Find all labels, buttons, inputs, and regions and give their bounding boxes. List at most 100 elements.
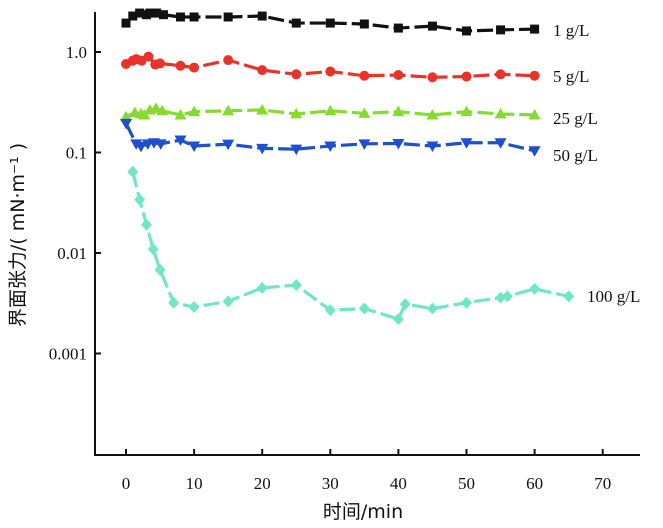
x-tick-label: 10 — [186, 474, 203, 493]
diamond-marker — [154, 263, 166, 276]
triangle-up-marker — [256, 103, 269, 115]
y-tick-label: 1.0 — [66, 43, 87, 62]
square-marker — [257, 11, 267, 21]
square-marker — [462, 26, 471, 36]
circle-marker — [495, 69, 506, 80]
x-tick-label: 30 — [322, 474, 339, 493]
diamond-marker — [290, 279, 302, 292]
circle-marker — [189, 62, 200, 73]
series-label: 25 g/L — [553, 109, 598, 128]
square-marker — [121, 18, 131, 28]
diamond-marker — [168, 296, 180, 309]
triangle-up-marker — [149, 102, 162, 113]
x-tick-label: 70 — [594, 474, 611, 493]
diamond-marker — [222, 295, 234, 308]
square-marker — [152, 8, 162, 18]
circle-marker — [461, 71, 472, 82]
triangle-up-marker — [324, 104, 337, 116]
triangle-down-marker — [188, 141, 201, 153]
triangle-down-marker — [494, 138, 507, 149]
x-tick-label: 60 — [526, 474, 543, 493]
x-tick-label: 0 — [122, 474, 131, 493]
triangle-up-marker — [188, 105, 201, 117]
series-label: 50 g/L — [553, 146, 598, 165]
circle-marker — [175, 60, 186, 71]
diamond-marker — [140, 218, 152, 231]
x-ticks: 0 10 20 30 40 50 60 70 — [122, 449, 611, 493]
diamond-marker — [147, 243, 159, 256]
triangle-up-marker — [460, 105, 473, 117]
diamond-marker — [127, 165, 139, 178]
y-tick-label: 0.01 — [57, 244, 87, 263]
square-marker — [530, 24, 540, 34]
triangle-up-marker — [392, 105, 405, 117]
triangle-down-marker — [392, 138, 405, 150]
circle-marker — [325, 66, 336, 77]
y-tick-label: 0.001 — [49, 345, 87, 364]
circle-marker — [143, 51, 154, 62]
y-tick-label: 0.1 — [66, 144, 87, 163]
square-marker — [393, 23, 403, 33]
diamond-marker — [529, 282, 541, 295]
series-5-g-l: 5 g/L — [121, 51, 589, 86]
square-marker — [189, 12, 199, 22]
series-50-g-l: 50 g/L — [120, 118, 598, 165]
triangle-down-marker — [134, 141, 147, 153]
series-100-g-l: 100 g/L — [127, 165, 640, 326]
diamond-marker — [426, 302, 438, 315]
square-marker — [496, 25, 506, 35]
series-group: 1 g/L 5 g/L 25 g/L 50 g/L 100 g/L — [120, 8, 640, 326]
y-axis-title: 界面张力/( mN·m⁻¹ ) — [7, 143, 29, 327]
diamond-marker — [399, 298, 411, 311]
triangle-down-marker — [426, 141, 439, 153]
series-label: 1 g/L — [553, 21, 589, 40]
x-tick-label: 40 — [390, 474, 407, 493]
circle-marker — [223, 55, 234, 66]
square-marker — [427, 21, 437, 31]
series-label: 100 g/L — [587, 287, 640, 306]
triangle-up-marker — [156, 104, 169, 116]
triangle-up-marker — [426, 109, 439, 120]
circle-marker — [291, 69, 302, 80]
triangle-down-marker — [256, 143, 269, 155]
diamond-marker — [188, 301, 200, 314]
x-axis-title: 时间/min — [323, 501, 403, 523]
triangle-down-marker — [358, 139, 371, 150]
diamond-marker — [461, 296, 472, 309]
series-25-g-l: 25 g/L — [120, 102, 598, 128]
circle-marker — [257, 65, 268, 76]
series-1-g-l: 1 g/L — [121, 8, 589, 40]
square-marker — [145, 8, 155, 18]
diamond-marker — [501, 290, 513, 303]
diamond-marker — [324, 304, 336, 317]
triangle-down-marker — [222, 139, 235, 151]
square-marker — [135, 8, 145, 18]
triangle-down-marker — [528, 146, 541, 157]
circle-marker — [155, 58, 166, 69]
square-marker — [223, 12, 233, 22]
diamond-marker — [358, 302, 370, 315]
diamond-marker — [563, 290, 575, 303]
triangle-up-marker — [222, 104, 235, 116]
square-marker — [325, 18, 335, 28]
circle-marker — [529, 70, 540, 81]
diamond-marker — [134, 193, 146, 206]
diamond-marker — [256, 281, 268, 294]
triangle-down-marker — [460, 138, 473, 149]
triangle-up-marker — [120, 110, 132, 122]
x-tick-label: 50 — [458, 474, 475, 493]
series-label: 5 g/L — [553, 67, 589, 86]
triangle-down-marker — [174, 135, 187, 147]
square-marker — [359, 19, 369, 29]
square-marker — [128, 11, 138, 21]
x-tick-label: 20 — [254, 474, 271, 493]
circle-marker — [359, 70, 370, 81]
triangle-up-marker — [174, 109, 187, 120]
triangle-up-marker — [358, 107, 371, 118]
square-marker — [158, 10, 168, 20]
triangle-up-marker — [290, 107, 303, 119]
circle-marker — [393, 70, 404, 81]
triangle-down-marker — [154, 139, 167, 150]
square-marker — [175, 12, 185, 22]
diamond-marker — [495, 291, 507, 304]
